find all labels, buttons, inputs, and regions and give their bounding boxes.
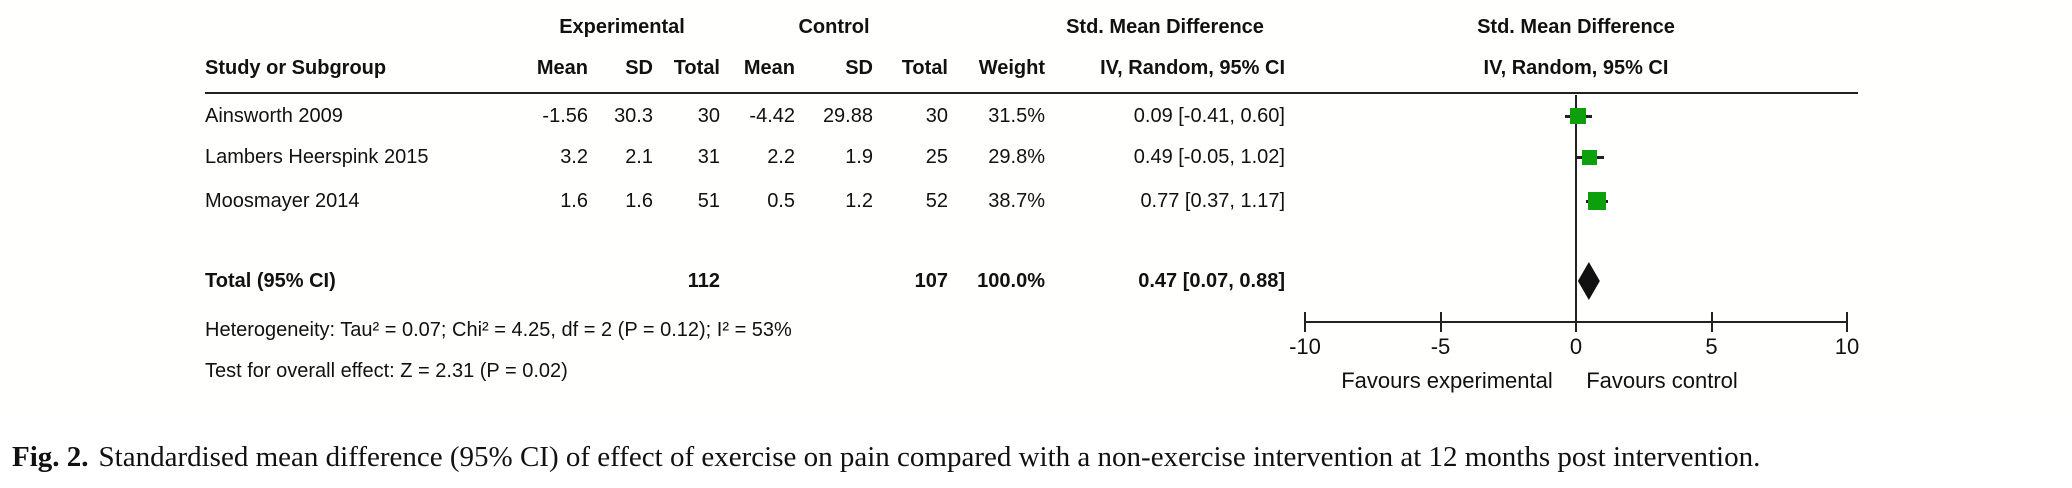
ci-value: 0.49 [-0.05, 1.02] (1133, 146, 1285, 168)
x-axis-tick (1304, 312, 1306, 332)
effect-square (1587, 192, 1606, 210)
mean-ctrl: -4.42 (749, 105, 795, 127)
x-axis-tick-label: 0 (1569, 334, 1583, 359)
figure-caption-label: Fig. 2. (12, 441, 89, 473)
overall-effect-note: Test for overall effect: Z = 2.31 (P = 0… (205, 360, 568, 382)
total-row: Total (95% CI) 112 107 100.0% 0.47 [0.07… (205, 268, 1285, 294)
table-row: Lambers Heerspink 2015 3.2 2.1 31 2.2 1.… (205, 144, 1285, 170)
x-axis-tick-label: 5 (1705, 334, 1718, 359)
table-row: Moosmayer 2014 1.6 1.6 51 0.5 1.2 52 38.… (205, 188, 1285, 214)
col-header-weight: Weight (978, 57, 1045, 79)
total-n-ctrl: 107 (914, 270, 948, 292)
favours-right-label: Favours control (1586, 368, 1738, 393)
effect-square (1570, 108, 1587, 124)
weight: 29.8% (988, 146, 1045, 168)
total-diamond (1577, 262, 1600, 300)
table-row: Ainsworth 2009 -1.56 30.3 30 -4.42 29.88… (205, 103, 1285, 129)
spacer (460, 268, 588, 294)
x-axis-tick-label: -10 (1289, 334, 1321, 359)
x-axis-tick-label: 10 (1834, 334, 1860, 359)
study-name: Ainsworth 2009 (205, 105, 343, 127)
column-header-row: Study or Subgroup Mean SD Total Mean SD … (205, 55, 1285, 81)
mean-ctrl: 2.2 (767, 146, 795, 168)
sd-ctrl: 1.2 (845, 190, 873, 212)
total-exp: 51 (697, 190, 720, 212)
study-name: Moosmayer 2014 (205, 190, 360, 212)
study-name: Lambers Heerspink 2015 (205, 146, 429, 168)
group-header-smd: Std. Mean Difference (1066, 16, 1264, 38)
sd-exp: 2.1 (625, 146, 653, 168)
spacer (720, 268, 795, 294)
col-header-mean-ctrl: Mean (743, 57, 795, 79)
weight: 31.5% (988, 105, 1045, 127)
total-exp: 31 (697, 146, 720, 168)
x-axis-tick (1710, 312, 1713, 332)
x-axis-tick-label: -5 (1430, 334, 1451, 359)
x-axis-tick (1846, 312, 1848, 332)
plot-header-subtitle: IV, Random, 95% CI (1483, 57, 1669, 79)
col-header-total-exp: Total (673, 57, 720, 79)
total-ctrl: 25 (925, 146, 948, 168)
sd-ctrl: 1.9 (845, 146, 873, 168)
mean-exp: -1.56 (542, 105, 588, 127)
col-header-mean-exp: Mean (536, 57, 588, 79)
col-header-sd-exp: SD (625, 57, 653, 79)
col-header-study: Study or Subgroup (205, 57, 387, 79)
mean-exp: 3.2 (560, 146, 588, 168)
figure-caption-text: Standardised mean difference (95% CI) of… (98, 441, 1761, 473)
total-ci: 0.47 [0.07, 0.88] (1138, 270, 1285, 292)
total-ctrl: 52 (925, 190, 948, 212)
group-header-control: Control (798, 16, 870, 38)
effect-square (1581, 149, 1597, 165)
col-header-ci: IV, Random, 95% CI (1100, 57, 1285, 79)
weight: 38.7% (988, 190, 1045, 212)
total-n-exp: 112 (687, 270, 720, 292)
zero-effect-line (1575, 95, 1577, 322)
forest-plot-figure: Experimental Control Std. Mean Differenc… (205, 14, 1860, 393)
sd-exp: 30.3 (614, 105, 653, 127)
plot-header-title: Std. Mean Difference (1477, 16, 1675, 38)
sd-exp: 1.6 (625, 190, 653, 212)
sd-ctrl: 29.88 (822, 105, 873, 127)
total-weight: 100.0% (977, 270, 1045, 292)
ci-value: 0.09 [-0.41, 0.60] (1133, 105, 1285, 127)
total-exp: 30 (697, 105, 720, 127)
total-label: Total (95% CI) (205, 270, 336, 292)
col-header-total-ctrl: Total (901, 57, 948, 79)
heterogeneity-note: Heterogeneity: Tau² = 0.07; Chi² = 4.25,… (205, 319, 792, 341)
spacer (588, 268, 653, 294)
col-header-sd-ctrl: SD (845, 57, 873, 79)
total-ctrl: 30 (925, 105, 948, 127)
favours-left-label: Favours experimental (1341, 368, 1553, 393)
group-header-experimental: Experimental (559, 16, 685, 38)
ci-value: 0.77 [0.37, 1.17] (1140, 190, 1285, 212)
spacer (795, 268, 873, 294)
mean-exp: 1.6 (560, 190, 588, 212)
plot-header: Std. Mean Difference IV, Random, 95% CI (1477, 14, 1675, 81)
x-axis-tick (1575, 312, 1577, 332)
figure-caption: Fig. 2. Standardised mean difference (95%… (12, 440, 2062, 474)
x-axis-tick (1439, 312, 1442, 332)
mean-ctrl: 0.5 (767, 190, 795, 212)
header-rule (205, 92, 1858, 94)
